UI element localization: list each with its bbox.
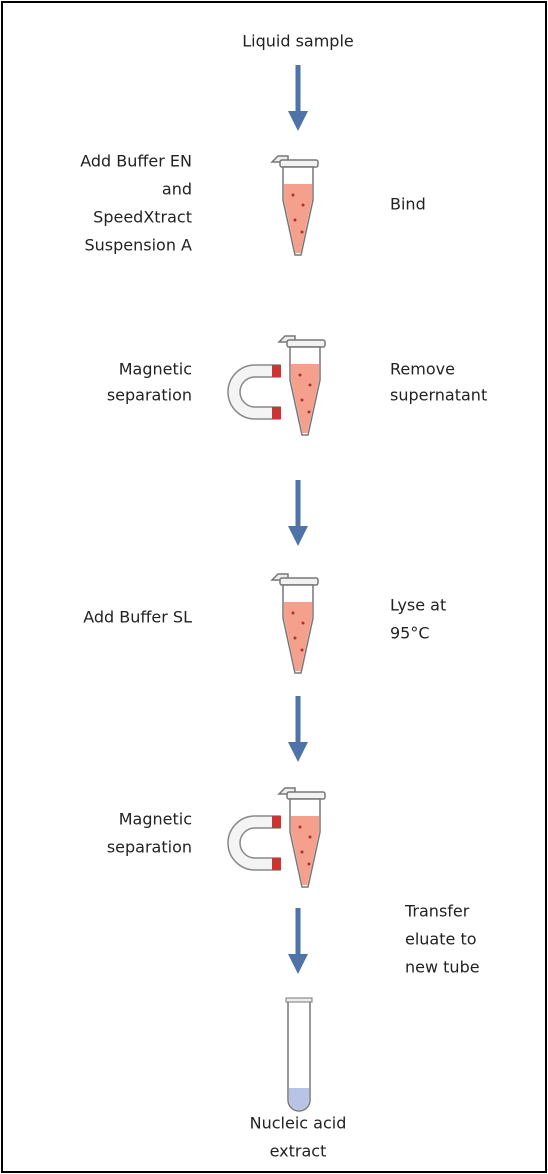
magnet [227,815,282,871]
step-label: Suspension A [84,236,192,255]
step-label: and [162,180,192,199]
new-tube [285,997,313,1112]
title: Liquid sample [242,32,354,51]
action-label: eluate to [405,930,477,949]
step-label: SpeedXtract [93,208,192,227]
action-label: Transfer [404,902,470,921]
arrow [288,65,308,131]
action-label: Remove [390,360,455,379]
action-label: Bind [390,195,426,214]
result-label: extract [270,1142,327,1161]
action-label: supernatant [390,386,487,405]
step-label: Magnetic [119,810,192,829]
arrow [288,908,308,974]
arrow [288,696,308,762]
step-label: Add Buffer SL [83,608,192,627]
arrow [288,480,308,546]
step-label: Add Buffer EN [80,152,192,171]
magnet [227,364,282,420]
tube [278,335,326,436]
action-label: Lyse at [390,596,446,615]
tube [278,787,326,888]
tube [271,155,319,256]
step-label: separation [107,386,192,405]
action-label: 95°C [390,624,430,643]
step-label: separation [107,838,192,857]
action-label: new tube [405,958,480,977]
tube [271,573,319,674]
step-label: Magnetic [119,360,192,379]
result-label: Nucleic acid [250,1114,347,1133]
